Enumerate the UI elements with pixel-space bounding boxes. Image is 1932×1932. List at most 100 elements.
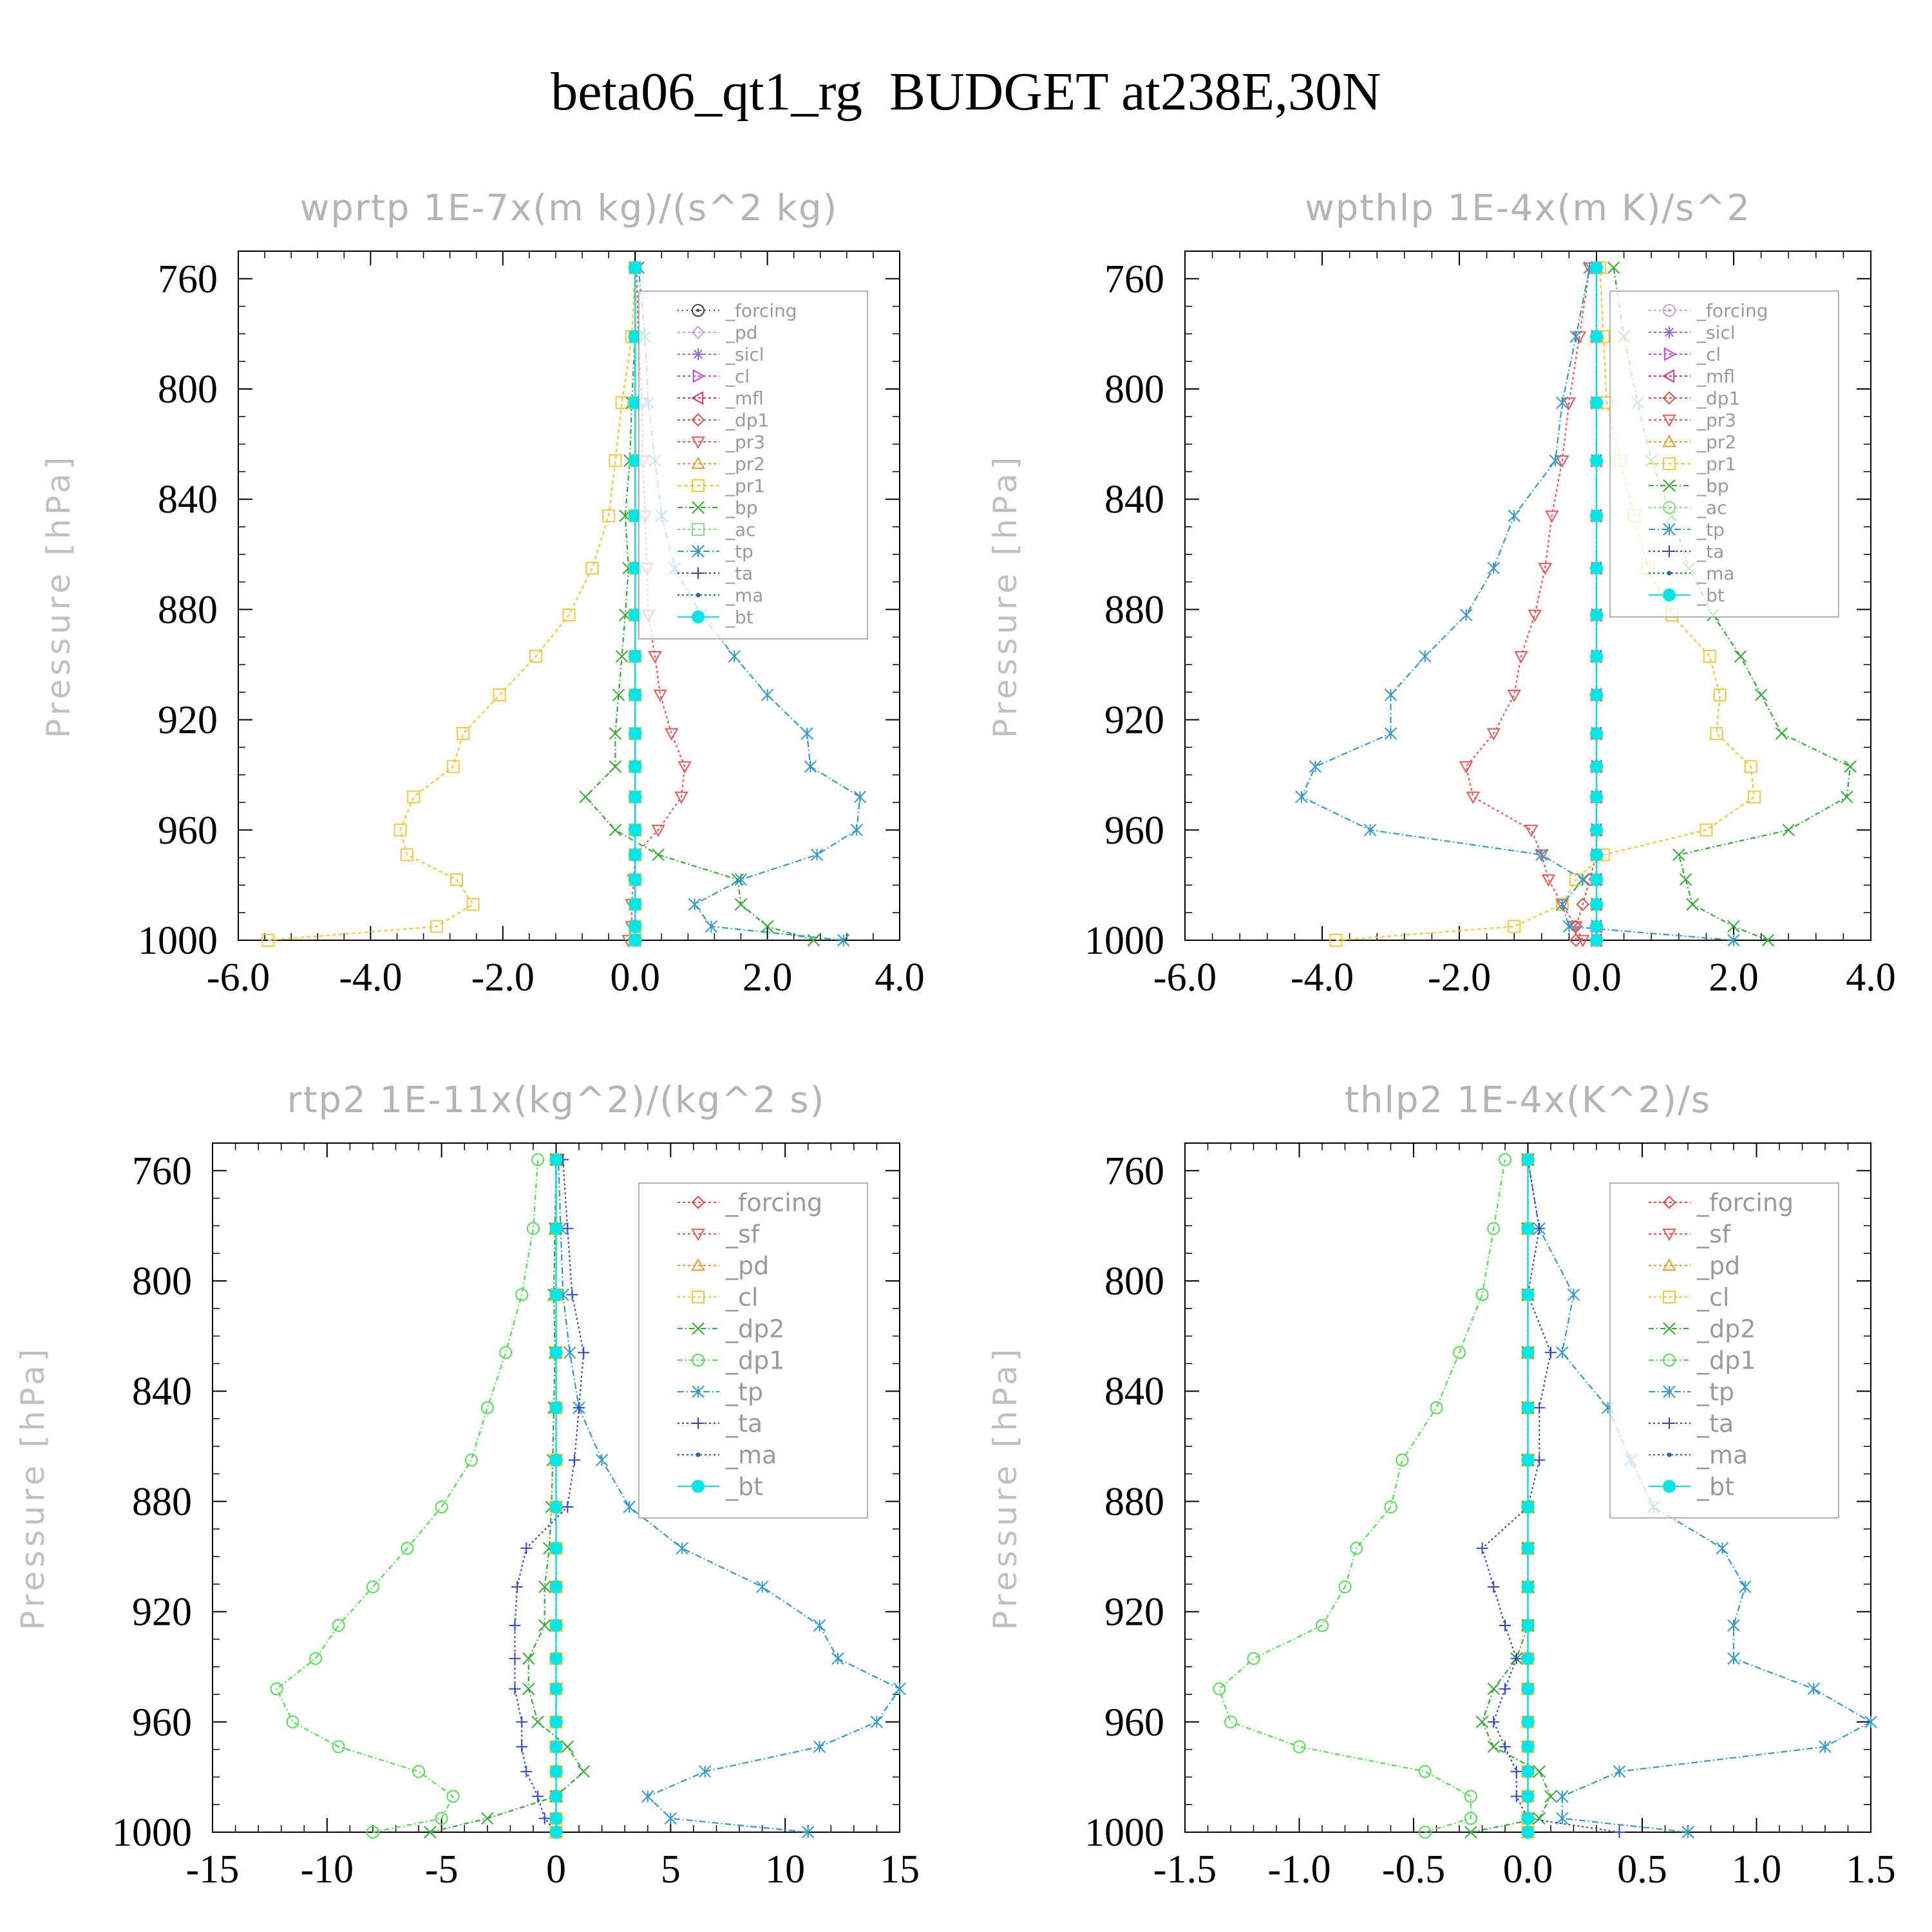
- data-point: [1569, 330, 1582, 343]
- data-point: [585, 562, 599, 575]
- x-tick-label: -5: [425, 1848, 459, 1891]
- legend-item: _ma: [677, 585, 763, 606]
- legend-marker: [692, 369, 706, 383]
- data-point: [549, 1222, 563, 1235]
- data-point: [1556, 1790, 1569, 1803]
- data-point: [1590, 760, 1603, 773]
- y-tick-label: 840: [1104, 1370, 1164, 1414]
- legend-label: _ta: [725, 563, 753, 584]
- data-point: [1716, 1542, 1728, 1555]
- data-point: [1213, 1682, 1226, 1696]
- data-point: [549, 1740, 563, 1754]
- data-point: [629, 688, 642, 702]
- legend-label: _cl: [1696, 1283, 1729, 1311]
- legend-label: _cl: [725, 1283, 758, 1311]
- data-point: [1590, 396, 1603, 410]
- legend-marker: [1663, 1385, 1676, 1398]
- legend-marker: [692, 1291, 705, 1303]
- legend-marker: [1663, 523, 1676, 536]
- data-point: [435, 1812, 448, 1825]
- data-point: [568, 1454, 580, 1466]
- legend-label: _dp1: [1696, 1346, 1756, 1374]
- series-line: [638, 267, 861, 942]
- legend-item: _cl: [1649, 344, 1721, 365]
- data-point: [1528, 609, 1542, 623]
- legend-marker: [1662, 1258, 1676, 1271]
- legend-marker: [1663, 304, 1676, 317]
- data-point: [688, 898, 701, 911]
- legend-item: _bp: [677, 497, 758, 518]
- plot-frame: [238, 251, 900, 941]
- data-point: [813, 1619, 826, 1632]
- data-point: [424, 1826, 437, 1839]
- legend-marker: [692, 545, 705, 558]
- y-tick-label: 760: [1104, 258, 1164, 301]
- y-axis-label: Pressure [hPa]: [987, 1345, 1024, 1631]
- legend-label: _pr2: [725, 453, 765, 475]
- data-point: [515, 1288, 529, 1302]
- chart-panel-3: rtp2 1E-11x(kg^2)/(kg^2 s) Pressure [hPa]…: [14, 1079, 920, 1891]
- data-point: [332, 1740, 345, 1754]
- legend-marker: [692, 1417, 704, 1429]
- y-tick-label: 960: [158, 809, 218, 853]
- legend-marker: [690, 391, 704, 405]
- y-tick-label: 960: [132, 1701, 192, 1745]
- legend-item: _ta: [677, 1409, 762, 1437]
- data-point: [1521, 1652, 1535, 1665]
- data-point: [1247, 1652, 1260, 1665]
- x-tick-label: 4.0: [1846, 956, 1896, 999]
- data-point: [481, 1812, 494, 1825]
- data-point: [802, 1826, 815, 1839]
- data-point: [446, 760, 460, 773]
- data-point: [1590, 727, 1603, 740]
- data-point: [1350, 1542, 1363, 1555]
- legend-label: _pd: [1696, 1251, 1740, 1280]
- data-point: [1672, 848, 1685, 862]
- data-point: [1418, 1826, 1432, 1839]
- data-point: [1590, 330, 1603, 343]
- series-line: [1218, 1159, 1506, 1833]
- data-point: [612, 688, 625, 701]
- y-tick-label: 1000: [138, 919, 218, 963]
- legend-item: _dp2: [1649, 1314, 1756, 1343]
- data-point: [1459, 609, 1473, 621]
- legend-item: _pd: [677, 1251, 769, 1280]
- data-point: [1681, 1826, 1694, 1839]
- legend-marker: [1663, 545, 1675, 557]
- y-tick-label: 800: [132, 1260, 192, 1303]
- legend-label: _dp1: [725, 1346, 784, 1374]
- data-point: [577, 1765, 590, 1778]
- legend-marker: [1663, 327, 1675, 338]
- data-point: [1510, 1765, 1522, 1777]
- data-point: [1775, 727, 1788, 740]
- series-line: [1481, 1159, 1620, 1833]
- legend-label: _bt: [1696, 1472, 1734, 1501]
- data-point: [831, 1652, 844, 1665]
- legend-label: _ta: [1696, 541, 1724, 562]
- legend-item: _pr1: [1649, 453, 1736, 475]
- data-point: [1418, 1765, 1432, 1778]
- data-point: [1590, 608, 1603, 621]
- data-point: [615, 396, 629, 410]
- legend: _forcing_pd_sicl_cl_mfl_dp1_pr3_pr2_pr1_…: [638, 290, 868, 639]
- data-point: [1338, 1580, 1352, 1594]
- data-point: [464, 1454, 478, 1467]
- data-point: [446, 1790, 460, 1803]
- legend-marker: [1662, 1195, 1676, 1209]
- data-point: [1224, 1715, 1237, 1728]
- legend-label: _sicl: [1696, 322, 1736, 343]
- data-point: [549, 1542, 563, 1555]
- data-point: [761, 688, 774, 701]
- plot-frame: [1184, 251, 1871, 941]
- data-point: [653, 689, 667, 703]
- y-tick-label: 960: [1104, 1701, 1164, 1745]
- data-point: [1590, 509, 1603, 522]
- x-tick-label: 10: [765, 1848, 805, 1891]
- data-point: [1475, 1288, 1489, 1302]
- x-tick-label: -6.0: [207, 956, 270, 999]
- data-point: [807, 934, 820, 947]
- data-point: [549, 1454, 563, 1467]
- data-point: [538, 1812, 551, 1824]
- legend-label: _mfl: [1696, 366, 1735, 387]
